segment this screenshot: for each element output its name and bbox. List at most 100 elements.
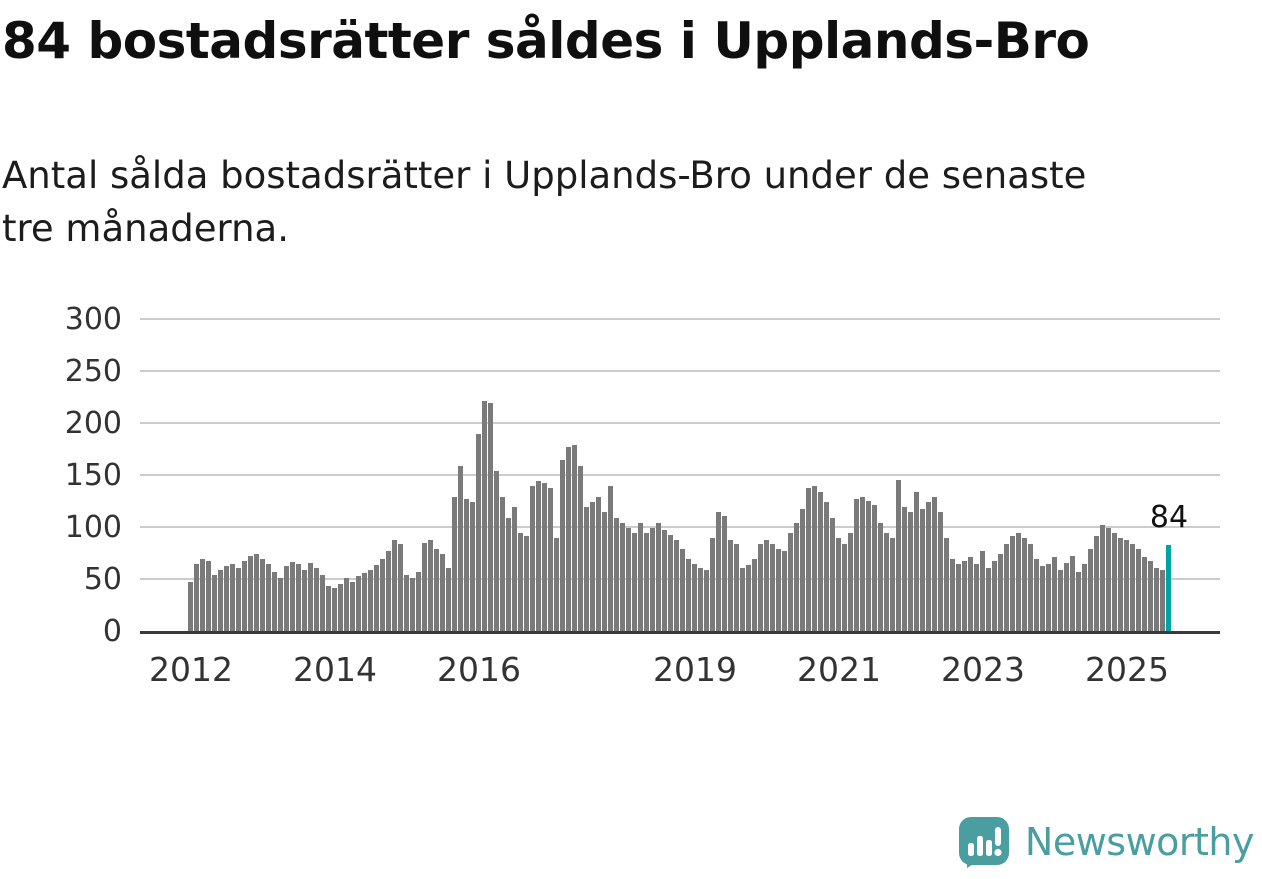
bar [308,563,313,632]
bar [926,502,931,632]
bar [536,481,541,632]
bar [986,567,991,632]
bar [524,536,529,632]
bar [566,446,571,632]
bar [950,559,955,632]
bar [530,486,535,632]
page-title: 84 bostadsrätter såldes i Upplands-Bro [2,12,1090,70]
bar [878,522,883,632]
bar [266,564,271,632]
bar [1034,559,1039,632]
newsworthy-logo-icon [958,817,1009,868]
bars: 2012 2014 2016 2019 2021 2023 2025 84 [149,320,1188,689]
bar [482,401,487,632]
bar [1106,528,1111,632]
bar [218,569,223,632]
bar [758,543,763,632]
last-value-label: 84 [1149,499,1189,535]
gridline [140,318,1220,320]
gridline [140,370,1220,372]
bar [902,507,907,632]
bar [362,572,367,632]
bar [1094,536,1099,632]
bar [1148,561,1153,632]
bar [830,517,835,632]
bar [674,540,679,632]
plot-area: 2012 2014 2016 2019 2021 2023 2025 84 [140,318,1220,689]
bar-highlighted [1166,544,1171,632]
bar [782,550,787,632]
bar [434,548,439,632]
brand-name: Newsworthy [1024,820,1255,864]
bar [620,522,625,632]
bar [422,542,427,632]
bar [854,498,859,632]
bar [974,564,979,632]
bar [458,465,463,632]
bar [230,564,235,632]
bar [470,502,475,632]
y-tick-label: 250 [64,354,122,389]
bar [848,533,853,632]
bar [572,444,577,632]
bar [1058,569,1063,632]
bar [668,535,673,632]
bar [380,559,385,632]
bar [578,465,583,632]
bar [254,554,259,632]
bar [944,538,949,632]
bar [368,569,373,632]
bar [812,486,817,632]
bar [242,561,247,632]
bar [248,556,253,632]
bar [200,559,205,632]
bar [914,491,919,632]
bar [506,517,511,632]
bar [1160,569,1165,632]
bar [992,561,997,632]
bar [692,564,697,632]
bar [224,566,229,632]
bar [1124,540,1129,632]
bar [896,480,901,632]
bar [638,522,643,632]
bar [890,538,895,632]
bar [548,488,553,632]
bar [338,584,343,632]
bar [734,543,739,632]
x-tick-label: 2016 [437,650,521,689]
bar [998,554,1003,632]
bar [764,540,769,632]
bar [716,512,721,632]
bar [824,502,829,632]
bar [650,528,655,632]
bar-chart: 0 50 100 150 200 250 300 2012 2014 2016 2019 2021 2… [0,300,1262,720]
bar [938,512,943,632]
bar [554,538,559,632]
bar [698,567,703,632]
bar [752,559,757,632]
bar [920,509,925,632]
bar [836,538,841,632]
x-tick-label: 2021 [797,650,881,689]
bar [1130,543,1135,632]
bar [290,562,295,632]
bar [236,567,241,632]
bar [386,550,391,632]
bar [746,565,751,632]
bar [1088,548,1093,632]
bar [722,515,727,632]
bar [464,498,469,632]
bar [806,488,811,632]
bar [350,582,355,632]
bar [740,567,745,632]
bar [632,533,637,632]
bar [392,540,397,632]
bar [1064,563,1069,632]
bar [500,496,505,632]
bar [980,550,985,632]
x-tick-label: 2014 [293,650,377,689]
bar [584,507,589,632]
bar [1046,564,1051,632]
bar [194,564,199,632]
